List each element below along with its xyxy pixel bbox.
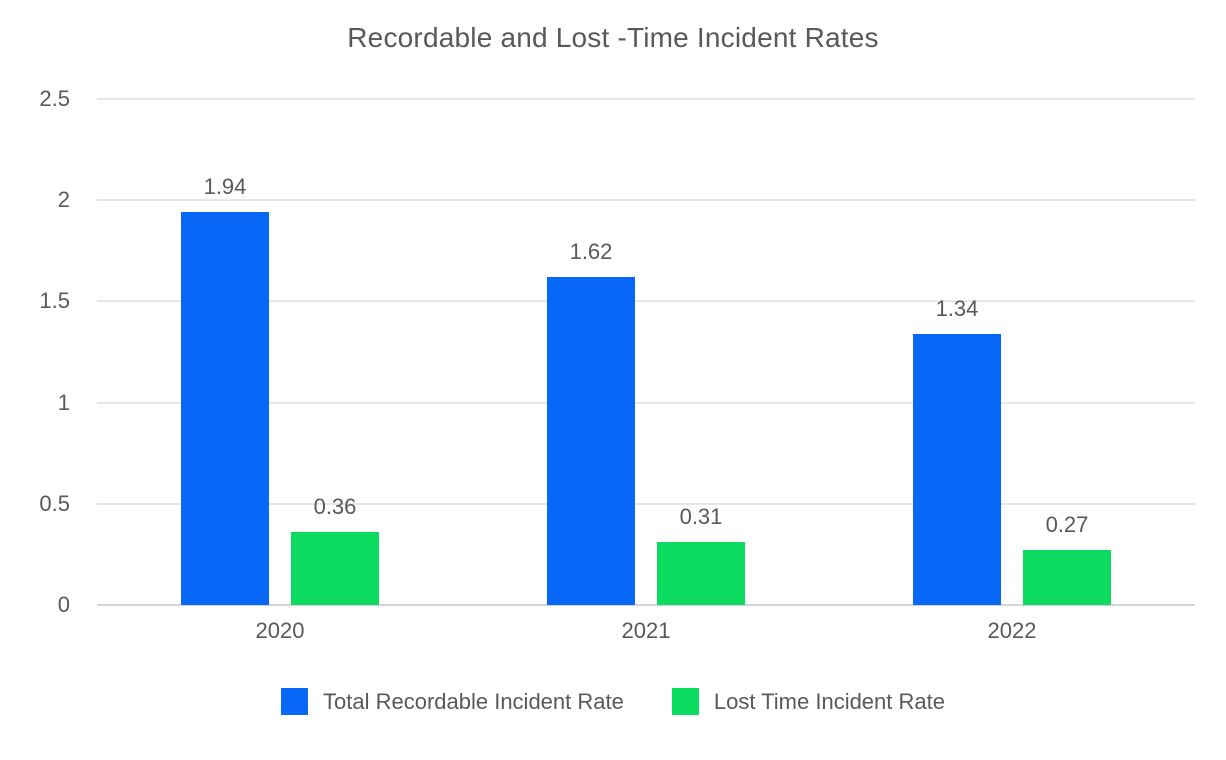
bar-value-label-total-recordable-incident-rate-2020: 1.94: [203, 174, 247, 200]
bar-value-label-lost-time-incident-rate-2021: 0.31: [679, 504, 723, 530]
gridline-y-0.5: [97, 502, 1195, 505]
legend-item-total-recordable-incident-rate: Total Recordable Incident Rate: [281, 688, 624, 715]
y-tick-label-0.5: 0.5: [39, 490, 70, 516]
bar-value-label-total-recordable-incident-rate-2022: 1.34: [935, 295, 979, 321]
gridline-y-2.5: [97, 98, 1195, 100]
chart-title: Recordable and Lost -Time Incident Rates: [347, 22, 879, 53]
bar-total-recordable-incident-rate-2021: [547, 277, 635, 605]
x-tick-label-2021: 2021: [621, 618, 671, 643]
chart-legend: Total Recordable Incident Rate Lost Time …: [0, 688, 1226, 715]
legend-label-total-recordable-incident-rate: Total Recordable Incident Rate: [323, 689, 624, 714]
gridline-y-1: [97, 401, 1195, 404]
x-axis-line: [97, 604, 1195, 606]
y-tick-label-1.5: 1.5: [39, 288, 70, 314]
gridline-y-2: [97, 199, 1195, 202]
legend-label-lost-time-incident-rate: Lost Time Incident Rate: [713, 689, 945, 714]
y-tick-label-1: 1: [57, 389, 70, 415]
bar-value-label-lost-time-incident-rate-2020: 0.36: [313, 494, 357, 520]
legend-item-lost-time-incident-rate: Lost Time Incident Rate: [671, 688, 945, 715]
legend-swatch-lost-time-incident-rate: [671, 688, 699, 715]
bar-total-recordable-incident-rate-2022: [913, 333, 1001, 605]
y-tick-label-2: 2: [57, 187, 70, 213]
bar-lost-time-incident-rate-2021: [657, 542, 745, 605]
bar-lost-time-incident-rate-2020: [291, 532, 379, 605]
x-tick-label-2020: 2020: [255, 618, 305, 643]
bar-value-label-total-recordable-incident-rate-2021: 1.62: [569, 239, 613, 265]
y-tick-label-0: 0: [57, 592, 70, 617]
x-tick-label-2022: 2022: [987, 618, 1037, 643]
bar-total-recordable-incident-rate-2020: [181, 212, 269, 605]
bar-value-label-lost-time-incident-rate-2022: 0.27: [1045, 512, 1089, 538]
bar-lost-time-incident-rate-2022: [1023, 550, 1111, 605]
legend-swatch-total-recordable-incident-rate: [281, 688, 308, 715]
y-tick-label-2.5: 2.5: [39, 86, 70, 111]
gridline-y-1.5: [97, 300, 1195, 303]
